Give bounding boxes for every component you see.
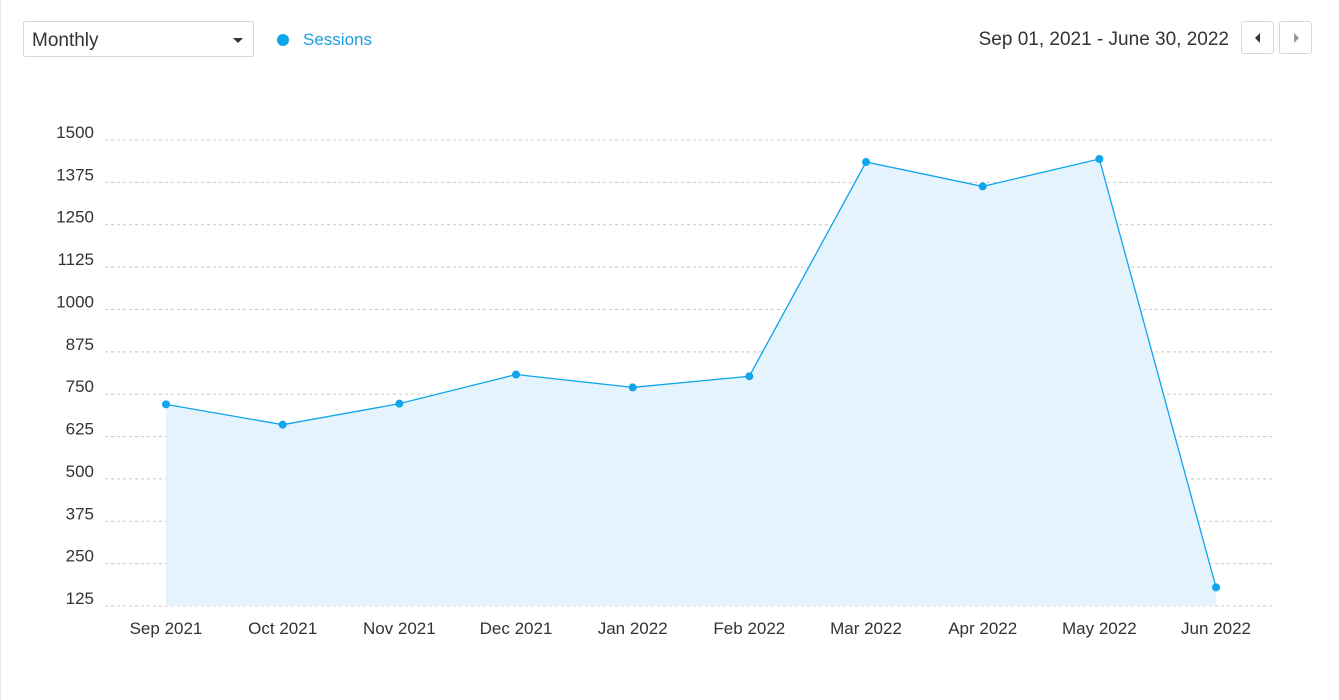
x-tick-label: Jun 2022 — [1181, 619, 1251, 638]
x-tick-label: Mar 2022 — [830, 619, 902, 638]
caret-left-icon — [1255, 33, 1260, 43]
y-tick-label: 125 — [66, 589, 94, 608]
x-tick-label: May 2022 — [1062, 619, 1137, 638]
data-point-jun-2022[interactable] — [1212, 583, 1221, 592]
date-range-label: Sep 01, 2021 - June 30, 2022 — [978, 29, 1229, 50]
prev-period-button[interactable] — [1241, 21, 1274, 54]
y-tick-label: 375 — [66, 504, 94, 523]
y-tick-label: 750 — [66, 377, 94, 396]
y-tick-label: 1250 — [56, 208, 94, 227]
data-point-jan-2022[interactable] — [628, 383, 637, 392]
y-tick-label: 1125 — [57, 250, 94, 269]
y-tick-label: 1500 — [56, 123, 94, 142]
x-tick-label: Dec 2021 — [480, 619, 553, 638]
data-point-sep-2021[interactable] — [162, 400, 170, 409]
series-area-sessions — [166, 158, 1217, 606]
x-tick-label: Apr 2022 — [948, 619, 1017, 638]
panel-left-border — [0, 0, 1, 700]
data-point-feb-2022[interactable] — [745, 372, 754, 381]
period-select-value: Monthly — [32, 30, 99, 51]
x-tick-label: Oct 2021 — [248, 619, 317, 638]
x-tick-label: Feb 2022 — [713, 619, 785, 638]
series-line-sessions — [165, 158, 1217, 588]
y-tick-label: 1000 — [56, 292, 94, 311]
x-tick-label: Jan 2022 — [598, 619, 668, 638]
legend-label: Sessions — [303, 30, 372, 49]
y-tick-label: 1375 — [56, 165, 94, 184]
x-tick-label: Nov 2021 — [363, 619, 436, 638]
x-tick-label: Sep 2021 — [130, 619, 203, 638]
data-point-may-2022[interactable] — [1095, 154, 1104, 163]
data-point-mar-2022[interactable] — [862, 158, 871, 167]
y-tick-label: 875 — [66, 335, 94, 354]
chevron-down-icon — [233, 38, 243, 43]
data-point-oct-2021[interactable] — [278, 420, 287, 429]
next-period-button[interactable] — [1279, 21, 1312, 54]
y-tick-label: 500 — [66, 462, 94, 481]
y-tick-label: 625 — [66, 420, 94, 439]
data-point-apr-2022[interactable] — [978, 182, 987, 191]
legend-dot-icon — [277, 34, 289, 46]
data-point-nov-2021[interactable] — [395, 399, 404, 408]
caret-right-icon — [1294, 33, 1299, 43]
y-tick-label: 250 — [66, 547, 94, 566]
data-point-dec-2021[interactable] — [512, 370, 521, 379]
period-select[interactable]: Monthly — [23, 21, 254, 57]
